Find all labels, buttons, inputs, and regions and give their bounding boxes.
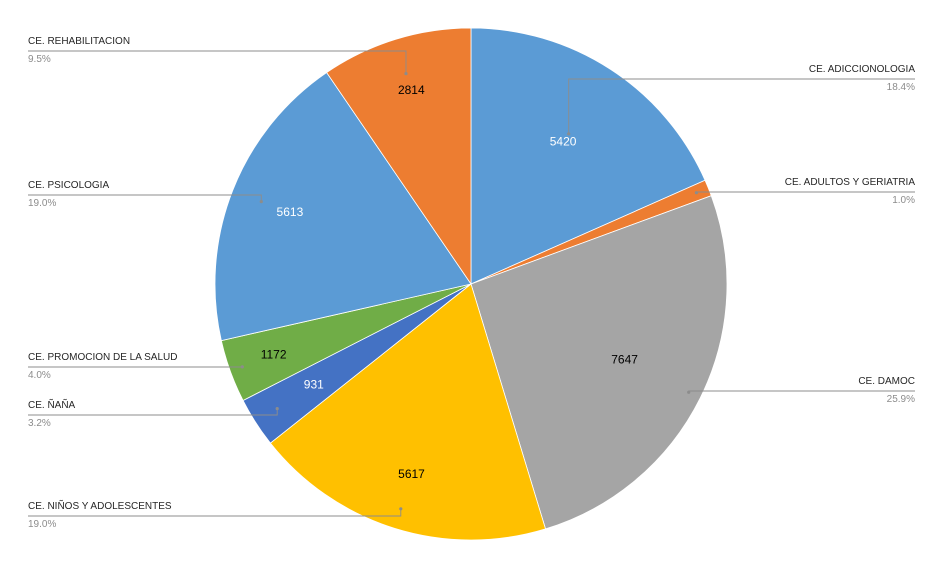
leader-line-ce-adultos-y-geriatria xyxy=(695,191,915,193)
pie-slice-ce-damoc xyxy=(470,195,728,530)
pie-slices xyxy=(214,27,728,541)
leader-dot-ce-psicologia xyxy=(259,200,263,204)
percent-label-ce-promocion-de-la-salud: 4.0% xyxy=(28,370,51,381)
leader-line-ce-rehabilitacion xyxy=(28,50,407,74)
value-label-ce-rehabilitacion: 2814 xyxy=(398,83,425,97)
leader-dot-ce-adultos-y-geriatria xyxy=(694,191,699,195)
category-label-ce-nana: CE. ÑAÑA xyxy=(28,398,76,411)
percent-label-ce-rehabilitacion: 9.5% xyxy=(28,54,51,65)
percent-label-ce-adultos-y-geriatria: 1.0% xyxy=(892,195,915,206)
leader-line-ce-nana xyxy=(28,408,278,416)
leader-line-ce-adiccionologia xyxy=(568,78,915,134)
category-labels: CE. ADICCIONOLOGIA 18.4% CE. ADULTOS Y GER… xyxy=(28,36,915,530)
value-label-ce-adiccionologia: 5420 xyxy=(550,135,577,149)
percent-label-ce-nana: 3.2% xyxy=(28,418,51,429)
value-label-ce-promocion-de-la-salud: 1172 xyxy=(261,348,287,362)
leader-line-ce-damoc xyxy=(688,390,915,393)
category-label-ce-adultos-y-geriatria: CE. ADULTOS Y GERIATRIA xyxy=(785,177,916,188)
leader-line-ce-psicologia xyxy=(28,194,262,202)
category-label-ce-psicologia: CE. PSICOLOGIA xyxy=(28,180,109,191)
pie-slice-ce-rehabilitacion xyxy=(326,27,472,286)
value-label-ce-nana: 931 xyxy=(304,377,324,391)
category-label-ce-ninos-y-adolescentes: CE. NIÑOS Y ADOLESCENTES xyxy=(28,499,172,512)
percent-label-ce-damoc: 25.9% xyxy=(887,394,915,405)
leader-dot-ce-ninos-y-adolescentes xyxy=(399,507,403,511)
value-labels: 5420 7647 5617 931 1172 5613 2814 xyxy=(261,83,639,481)
percent-label-ce-adiccionologia: 18.4% xyxy=(887,82,915,93)
pie-slice-ce-ninos-y-adolescentes xyxy=(269,283,547,541)
category-label-ce-rehabilitacion: CE. REHABILITACION xyxy=(28,36,130,47)
leader-dot-ce-adiccionologia xyxy=(567,132,571,136)
leader-dot-ce-nana xyxy=(275,407,279,411)
pie-slice-ce-psicologia xyxy=(214,72,472,342)
category-label-ce-promocion-de-la-salud: CE. PROMOCION DE LA SALUD xyxy=(28,352,177,363)
category-label-ce-damoc: CE. DAMOC xyxy=(858,376,915,387)
value-label-ce-psicologia: 5613 xyxy=(277,205,304,219)
leader-line-ce-ninos-y-adolescentes xyxy=(28,508,402,517)
value-label-ce-ninos-y-adolescentes: 5617 xyxy=(398,467,425,481)
value-label-ce-damoc: 7647 xyxy=(611,353,638,367)
category-label-ce-adiccionologia: CE. ADICCIONOLOGIA xyxy=(809,64,915,75)
leader-dot-ce-damoc xyxy=(687,390,691,394)
leader-dot-ce-rehabilitacion xyxy=(404,72,408,76)
percent-label-ce-ninos-y-adolescentes: 19.0% xyxy=(28,519,56,530)
leader-lines xyxy=(28,50,915,517)
leader-dot-ce-promocion-de-la-salud xyxy=(240,365,244,369)
percent-label-ce-psicologia: 19.0% xyxy=(28,198,56,209)
pie-slice-ce-adiccionologia xyxy=(470,27,706,285)
